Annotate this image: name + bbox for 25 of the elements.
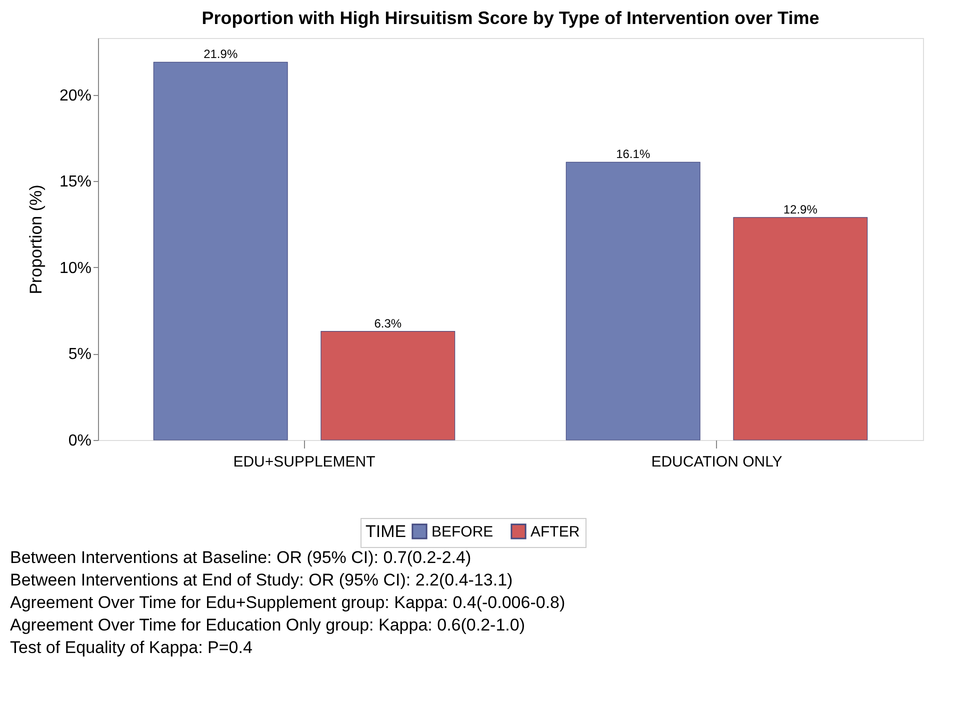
text: Agreement Over Time for Edu+Supplement group: Kappa: 0.4(-0.006-0.8) [10,593,566,612]
text: Agreement Over Time for Education Only group: Kappa: 0.6(0.2-1.0) [10,616,525,634]
bar [733,217,868,440]
bar [566,162,700,440]
bar [153,62,288,440]
y-axis-title: Proportion (%) [26,184,46,294]
data-label: 16.1% [616,147,650,162]
bar [320,331,456,440]
x-tick-label: EDUCATION ONLY [651,454,782,470]
legend-label: BEFORE [432,523,494,540]
text: Between Interventions at End of Study: OR (95% CI): 2.2(0.4-13.1) [10,570,513,590]
legend-title: TIME [366,522,406,541]
data-label: 12.9% [783,202,818,216]
y-tick-label: 5% [68,346,92,364]
data-label: 21.9% [204,47,238,62]
data-label: 6.3% [374,316,402,330]
y-tick-label: 20% [59,87,92,104]
y-tick-label: 0% [68,432,92,450]
y-tick-label: 15% [59,174,92,191]
y-tick-label: 10% [59,260,92,277]
text: Test of Equality of Kappa: P=0.4 [10,638,252,657]
chart-title: Proportion with High Hirsuitism Score by Type of Intervention over Time [202,8,820,28]
x-tick-label: EDU+SUPPLEMENT [233,454,376,470]
text: Between Interventions at Baseline: OR (95% CI): 0.7(0.2-2.4) [10,548,472,567]
legend-label: AFTER [530,523,580,540]
